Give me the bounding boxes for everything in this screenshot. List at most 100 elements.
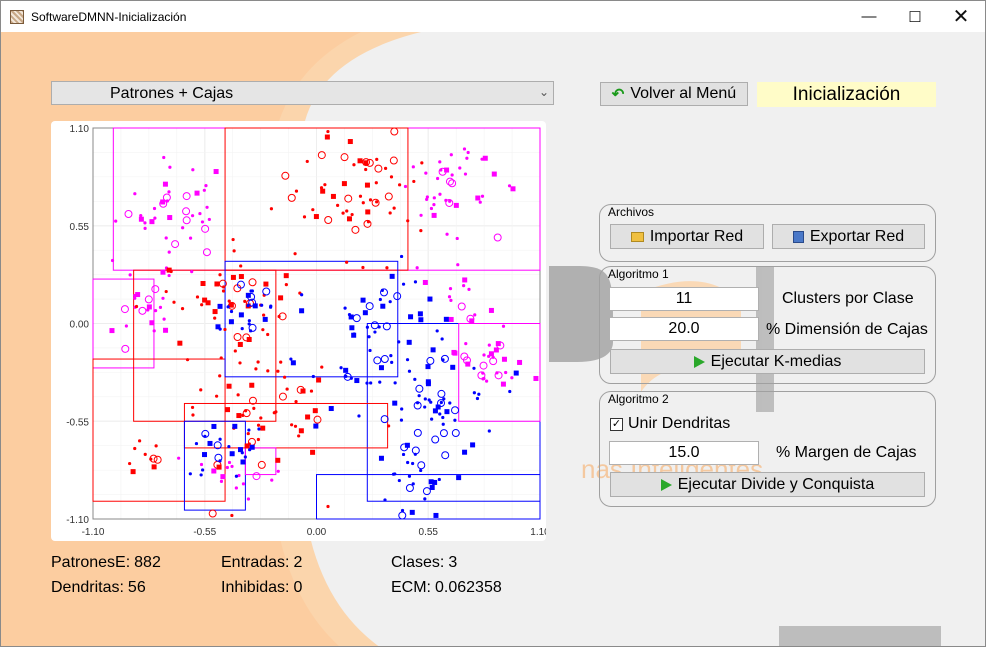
data-point [383, 498, 387, 502]
clusters-input[interactable]: 11 [609, 287, 759, 311]
data-point-square [151, 464, 157, 470]
chevron-down-icon: ⌄ [538, 85, 549, 99]
data-point [393, 381, 397, 385]
data-point-square [493, 347, 499, 353]
data-point [336, 203, 340, 208]
y-tick-label: 1.10 [70, 124, 90, 135]
data-point [411, 461, 415, 466]
data-point [294, 400, 298, 404]
data-point [231, 237, 235, 242]
data-point [326, 504, 330, 509]
data-point-square [238, 274, 244, 280]
data-point [339, 366, 343, 370]
box-margin-input[interactable]: 15.0 [609, 441, 759, 465]
data-point-square [238, 312, 244, 318]
data-point [227, 460, 232, 465]
data-point [199, 462, 204, 467]
data-point [487, 429, 491, 433]
data-point-square [462, 449, 468, 455]
data-point [256, 437, 260, 442]
data-point-square [347, 139, 353, 145]
data-point [229, 309, 234, 314]
export-network-label: Exportar Red [809, 227, 905, 245]
data-point-open [448, 179, 457, 188]
data-point-open [120, 305, 129, 314]
data-point [487, 343, 491, 347]
data-point-open [445, 198, 454, 207]
data-point-square [469, 318, 475, 324]
data-point [276, 369, 280, 373]
data-point [270, 478, 274, 482]
data-point-open [213, 441, 222, 450]
data-point-square [246, 337, 252, 343]
data-point-square [200, 281, 206, 287]
data-point [467, 287, 471, 291]
data-point [188, 472, 192, 476]
merge-dendrites-checkbox[interactable]: ✓ Unir Dendritas [610, 415, 730, 433]
data-point [172, 300, 176, 304]
data-point [419, 468, 423, 473]
data-point [399, 254, 404, 259]
dendrite-box [458, 323, 541, 422]
box-dimension-input[interactable]: 20.0 [609, 317, 759, 341]
data-point-open [451, 406, 460, 415]
data-point [257, 427, 261, 431]
data-point-square [249, 382, 255, 388]
data-point [391, 472, 396, 476]
data-point-square [364, 182, 370, 188]
data-point [352, 163, 356, 167]
minimize-button[interactable]: — [861, 8, 877, 25]
data-point-square [313, 214, 319, 220]
run-kmeans-button[interactable]: Ejecutar K-medias [610, 349, 925, 374]
data-point-square [488, 351, 494, 357]
data-point-open [445, 177, 454, 186]
data-point [419, 229, 423, 233]
data-point-square [149, 219, 155, 225]
data-point [482, 353, 486, 357]
data-point [383, 166, 388, 171]
data-point [134, 304, 139, 309]
data-point [195, 295, 200, 299]
import-network-button[interactable]: Importar Red [610, 224, 764, 249]
data-point-square [245, 292, 251, 298]
data-point [347, 312, 352, 317]
data-point [262, 313, 266, 317]
data-point [405, 358, 410, 362]
data-point-square [215, 324, 221, 330]
data-point [114, 219, 118, 223]
export-network-button[interactable]: Exportar Red [772, 224, 925, 249]
data-point [357, 414, 361, 418]
run-kmeans-label: Ejecutar K-medias [710, 352, 842, 370]
data-point-square [435, 404, 441, 410]
view-select[interactable]: Patrones + Cajas ⌄ [51, 81, 554, 105]
data-point [284, 282, 288, 287]
data-point-square [163, 327, 169, 333]
data-point-square [362, 310, 368, 316]
data-point-square [207, 440, 213, 446]
back-to-menu-button[interactable]: ↶ Volver al Menú [600, 82, 748, 106]
data-point-open [365, 302, 374, 311]
data-point [143, 226, 147, 230]
x-tick-label: -0.55 [193, 527, 216, 538]
x-tick-label: 1.10 [530, 527, 546, 538]
data-point [406, 460, 410, 465]
data-point-open [287, 193, 296, 202]
run-divide-conquer-button[interactable]: Ejecutar Divide y Conquista [610, 472, 925, 497]
data-point [401, 452, 406, 457]
data-point [504, 370, 508, 375]
data-point-square [312, 408, 318, 414]
data-point [475, 396, 480, 401]
maximize-button[interactable]: ☐ [908, 8, 922, 26]
data-point-open [248, 396, 257, 405]
data-point [138, 439, 142, 443]
data-point [399, 418, 404, 422]
data-point-square [225, 407, 231, 413]
data-point [230, 464, 234, 469]
close-button[interactable]: ✕ [952, 6, 970, 28]
data-point-square [238, 447, 244, 453]
data-point [168, 165, 172, 169]
data-point [153, 216, 157, 220]
classes-stat: Clases: 3 [391, 554, 458, 571]
data-point-open [317, 151, 326, 160]
data-point [390, 360, 394, 364]
